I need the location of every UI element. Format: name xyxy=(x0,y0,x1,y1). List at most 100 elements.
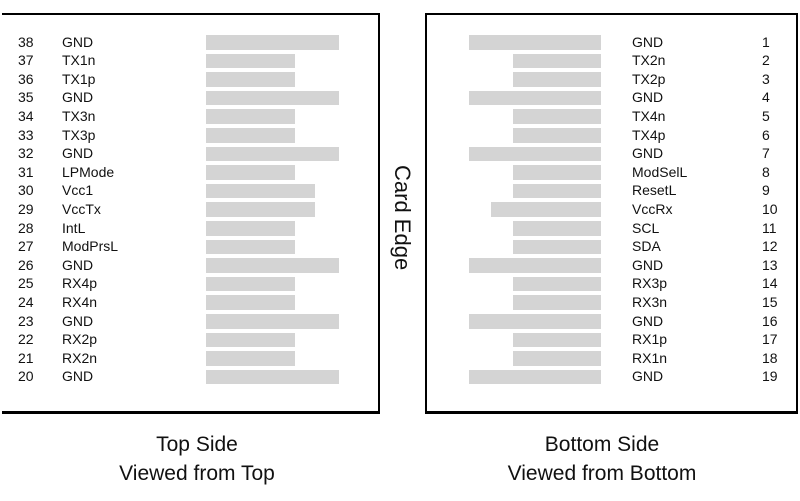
top-pin-row: 25 RX4p xyxy=(0,274,800,293)
pin-contact-pad xyxy=(206,239,295,255)
top-pin-row: 38 GND xyxy=(0,33,800,52)
pin-contact-pad xyxy=(513,128,601,143)
pin-number: 30 xyxy=(18,182,34,199)
pin-number: 18 xyxy=(762,349,778,366)
pin-signal-name: GND xyxy=(632,89,664,106)
bottom-pin-row: 3 TX2p xyxy=(0,70,800,89)
top-pin-row: 34 TX3n xyxy=(0,107,800,126)
pin-signal-name: RX1p xyxy=(632,331,668,348)
pin-number: 38 xyxy=(18,33,34,50)
pin-number: 7 xyxy=(762,145,770,162)
top-side-caption-title: Top Side xyxy=(156,433,238,456)
bottom-pin-row: 6 TX4p xyxy=(0,126,800,145)
pin-number: 35 xyxy=(18,89,34,106)
pin-signal-name: RX2n xyxy=(62,349,98,366)
pin-number: 10 xyxy=(762,200,778,217)
pin-number: 24 xyxy=(18,293,34,310)
pin-signal-name: IntL xyxy=(62,219,86,236)
pin-number: 37 xyxy=(18,52,34,69)
pin-contact-pad xyxy=(206,351,295,366)
pin-signal-name: RX3n xyxy=(632,293,668,310)
top-pin-row: 27 ModPrsL xyxy=(0,237,800,256)
pin-number: 8 xyxy=(762,163,770,180)
pin-number: 19 xyxy=(762,368,778,385)
pin-signal-name: GND xyxy=(632,368,664,385)
bottom-pin-row: 16 GND xyxy=(0,312,800,331)
top-pin-row: 20 GND xyxy=(0,367,800,386)
bottom-pin-row: 19 GND xyxy=(0,367,800,386)
top-pin-row: 23 GND xyxy=(0,312,800,331)
pin-contact-pad xyxy=(513,109,601,124)
pin-signal-name: RX4n xyxy=(62,293,98,310)
pin-signal-name: TX2p xyxy=(632,70,666,87)
pin-number: 29 xyxy=(18,200,34,217)
pin-number: 31 xyxy=(18,163,34,180)
bottom-pin-row: 4 GND xyxy=(0,88,800,107)
bottom-pin-row: 5 TX4n xyxy=(0,107,800,126)
pin-number: 1 xyxy=(762,33,770,50)
pin-signal-name: TX4n xyxy=(632,107,666,124)
bottom-pin-row: 8 ModSelL xyxy=(0,163,800,182)
pin-number: 3 xyxy=(762,70,770,87)
pin-contact-pad xyxy=(513,276,601,292)
bottom-side-caption-title: Bottom Side xyxy=(544,433,660,456)
pin-signal-name: RX1n xyxy=(632,349,668,366)
bottom-pin-row: 14 RX3p xyxy=(0,274,800,293)
top-pin-row: 35 GND xyxy=(0,88,800,107)
pin-number: 25 xyxy=(18,275,34,292)
top-pin-row: 31 LPMode xyxy=(0,163,800,182)
pin-contact-pad xyxy=(513,165,601,180)
pin-contact-pad xyxy=(206,369,339,385)
pin-contact-pad xyxy=(206,295,295,310)
pin-contact-pad xyxy=(206,90,339,106)
pin-signal-name: TX2n xyxy=(632,52,666,69)
pin-signal-name: GND xyxy=(632,145,664,162)
pin-contact-pad xyxy=(491,202,601,217)
top-pin-row: 37 TX1n xyxy=(0,51,800,70)
pin-contact-pad xyxy=(469,146,601,162)
pin-signal-name: TX3n xyxy=(62,107,96,124)
top-pin-row: 36 TX1p xyxy=(0,70,800,89)
pin-signal-name: GND xyxy=(632,312,664,329)
top-side-panel xyxy=(2,13,380,414)
bottom-side-caption-subtitle: Viewed from Bottom xyxy=(507,462,697,485)
top-pin-row: 32 GND xyxy=(0,144,800,163)
top-pin-row: 30 Vcc1 xyxy=(0,181,800,200)
pin-number: 12 xyxy=(762,238,778,255)
pin-number: 9 xyxy=(762,182,770,199)
pin-signal-name: GND xyxy=(632,33,664,50)
pin-number: 28 xyxy=(18,219,34,236)
pin-contact-pad xyxy=(469,369,601,385)
bottom-pin-row: 2 TX2n xyxy=(0,51,800,70)
pin-number: 23 xyxy=(18,312,34,329)
pin-number: 2 xyxy=(762,52,770,69)
pin-signal-name: ModSelL xyxy=(632,163,688,180)
pin-contact-pad xyxy=(513,72,601,87)
pin-contact-pad xyxy=(469,258,601,273)
pin-number: 36 xyxy=(18,70,34,87)
pin-signal-name: LPMode xyxy=(62,163,115,180)
bottom-pin-row: 10 VccRx xyxy=(0,200,800,219)
pin-number: 5 xyxy=(762,107,770,124)
pin-contact-pad xyxy=(513,295,601,310)
pin-number: 27 xyxy=(18,238,34,255)
pin-contact-pad xyxy=(206,109,295,124)
pin-number: 14 xyxy=(762,275,778,292)
pin-number: 6 xyxy=(762,126,770,143)
pin-number: 17 xyxy=(762,331,778,348)
pin-number: 34 xyxy=(18,107,34,124)
pin-contact-pad xyxy=(513,239,601,255)
bottom-side-caption: Bottom Side Viewed from Bottom xyxy=(472,430,732,488)
pin-contact-pad xyxy=(206,202,315,217)
top-pin-row: 28 IntL xyxy=(0,219,800,238)
bottom-pin-row: 7 GND xyxy=(0,144,800,163)
pin-signal-name: GND xyxy=(62,145,94,162)
pin-signal-name: VccRx xyxy=(632,200,673,217)
pin-contact-pad xyxy=(206,276,295,292)
pin-contact-pad xyxy=(206,53,295,69)
pin-signal-name: GND xyxy=(62,89,94,106)
bottom-pin-row: 13 GND xyxy=(0,256,800,275)
pin-contact-pad xyxy=(513,221,601,236)
bottom-pin-row: 1 GND xyxy=(0,33,800,52)
pin-contact-pad xyxy=(513,351,601,366)
